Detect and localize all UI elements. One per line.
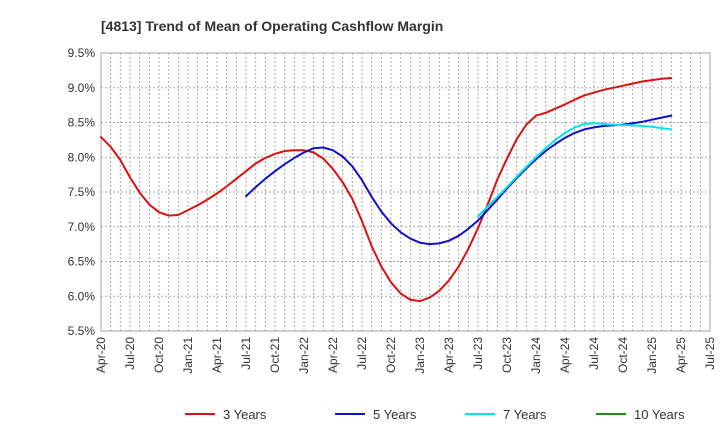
x-tick-label: Apr-25 [674,337,688,373]
x-tick-label: Jan-22 [297,337,311,374]
legend-label: 7 Years [503,407,547,422]
x-tick-label: Jul-22 [355,337,369,370]
x-tick-label: Oct-20 [152,337,166,373]
y-tick-label: 7.0% [68,220,96,234]
x-tick-label: Jul-21 [239,337,253,370]
x-tick-label: Jan-23 [413,337,427,374]
legend-label: 10 Years [634,407,685,422]
series-line-7-years [477,122,673,218]
y-tick-label: 6.0% [68,289,96,303]
series-line-5-years [245,114,673,246]
y-axis-ticks: 5.5% 6.0% 6.5% 7.0% 7.5% 8.0% 8.5% 9.0% 9.5% [68,46,96,338]
legend-label: 5 Years [373,407,417,422]
x-tick-label: Oct-24 [616,337,630,373]
series-line-3-years [100,77,673,303]
x-tick-label: Jan-21 [181,337,195,374]
y-tick-label: 9.0% [68,81,96,95]
y-tick-label: 5.5% [68,324,96,338]
x-tick-label: Apr-21 [210,337,224,373]
x-tick-label: Oct-23 [500,337,514,373]
x-tick-label: Jul-23 [471,337,485,370]
x-tick-label: Oct-21 [268,337,282,373]
legend-label: 3 Years [223,407,267,422]
y-tick-label: 9.5% [68,46,96,60]
legend: 3 Years 5 Years 7 Years 10 Years [185,407,685,422]
y-tick-label: 8.5% [68,116,96,130]
x-tick-label: Apr-22 [326,337,340,373]
x-axis-ticks: Apr-20 Jul-20 Oct-20 Jan-21 Apr-21 Jul-21 Oct-… [94,337,717,374]
x-tick-label: Apr-24 [558,337,572,373]
x-tick-label: Jul-25 [703,337,717,370]
series-lines [100,77,673,303]
y-tick-label: 6.5% [68,255,96,269]
x-tick-label: Jul-24 [587,337,601,370]
x-tick-label: Jan-24 [529,337,543,374]
x-tick-label: Apr-20 [94,337,108,373]
y-tick-label: 7.5% [68,185,96,199]
x-tick-label: Apr-23 [442,337,456,373]
y-tick-label: 8.0% [68,150,96,164]
x-tick-label: Oct-22 [384,337,398,373]
x-tick-label: Jan-25 [645,337,659,374]
chart-title: [4813] Trend of Mean of Operating Cashfl… [101,18,443,34]
x-tick-label: Jul-20 [123,337,137,370]
